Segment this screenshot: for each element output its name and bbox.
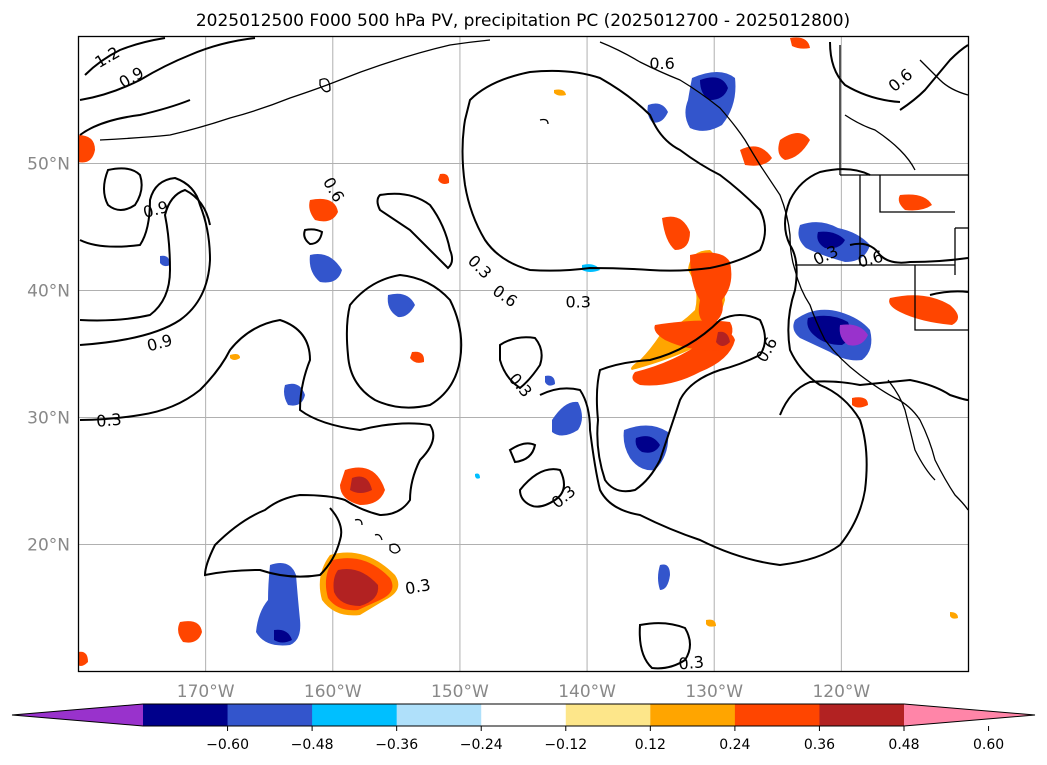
lon-tick-label: 140°W (558, 682, 616, 702)
lon-tick-label: 150°W (431, 682, 489, 702)
colorbar-swatch (650, 704, 736, 726)
pv-contours (79, 37, 969, 670)
colorbar-swatch (396, 704, 482, 726)
figure-title: 2025012500 F000 500 hPa PV, precipitatio… (196, 11, 850, 31)
contour-label: 0.3 (464, 251, 495, 282)
colorbar-tick-label: −0.48 (291, 737, 334, 753)
coastlines (99, 39, 969, 554)
colorbar-tick-label: −0.24 (460, 737, 503, 753)
precip-negative-blobs (160, 72, 872, 646)
colorbar-swatch (227, 704, 313, 726)
colorbar-extend-low (12, 704, 143, 726)
colorbar-outline (11, 703, 1036, 727)
lon-tick-label: 160°W (304, 682, 362, 702)
precip-positive-blobs (78, 37, 959, 666)
colorbar-tick-label: 0.48 (888, 737, 919, 753)
contour-label: 0.6 (885, 65, 917, 96)
contour-label: 0.6 (489, 281, 521, 311)
latitude-tick-labels: 20°N 30°N 40°N 50°N (27, 155, 70, 556)
contour-label: 0.3 (95, 410, 122, 431)
contour-label: 0.3 (678, 652, 705, 673)
contour-label: 1.2 (91, 43, 123, 72)
colorbar-swatch (481, 704, 567, 726)
contour-label: 0.3 (548, 481, 580, 512)
colorbar-tick-label: −0.12 (544, 737, 587, 753)
colorbar: −0.60 −0.48 −0.36 −0.24 −0.12 0.12 0.24 0.36 0.4… (11, 703, 1036, 753)
lon-tick-label: 170°W (177, 682, 235, 702)
contour-label: 0.6 (649, 54, 674, 73)
colorbar-swatch (565, 704, 651, 726)
colorbar-extend-high (904, 704, 1035, 726)
lat-tick-label: 30°N (27, 409, 70, 429)
colorbar-swatch (734, 704, 820, 726)
contour-label: 0.3 (505, 369, 536, 401)
colorbar-tick-label: 0.12 (635, 737, 666, 753)
colorbar-tick-label: −0.36 (375, 737, 418, 753)
contour-label: 0.3 (565, 293, 590, 312)
contour-label: 0.3 (404, 575, 432, 598)
colorbar-tick-label: −0.60 (206, 737, 249, 753)
colorbar-tick-label: 0.60 (973, 737, 1004, 753)
colorbar-swatch (312, 704, 398, 726)
colorbar-tick-label: 0.36 (804, 737, 835, 753)
longitude-tick-labels: 170°W 160°W 150°W 140°W 130°W 120°W (177, 682, 871, 702)
colorbar-tick-label: 0.24 (719, 737, 750, 753)
lat-tick-label: 40°N (27, 282, 70, 302)
lat-tick-label: 20°N (27, 536, 70, 556)
lat-tick-label: 50°N (27, 155, 70, 175)
colorbar-swatch (819, 704, 905, 726)
contour-label: 0.6 (752, 334, 781, 366)
colorbar-swatch (143, 704, 229, 726)
lon-tick-label: 120°W (812, 682, 870, 702)
precipitation-shading (78, 37, 959, 666)
map-frame (77, 35, 970, 673)
lon-tick-label: 130°W (685, 682, 743, 702)
